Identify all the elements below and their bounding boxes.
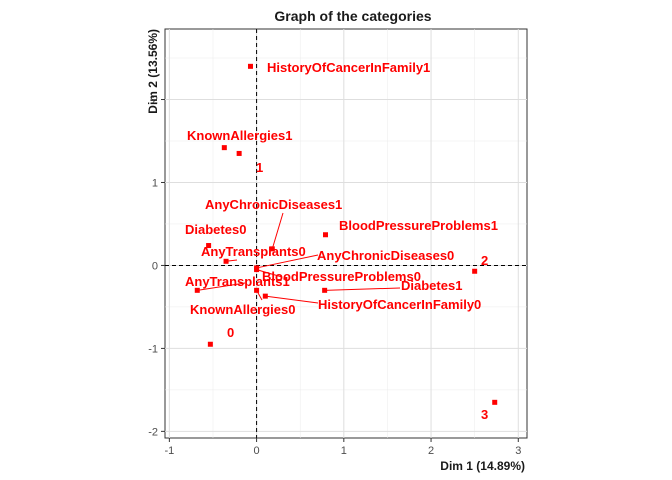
data-points — [194, 63, 498, 405]
data-point — [492, 399, 498, 405]
x-axis-ticks: -1 0 1 2 3 — [164, 438, 521, 457]
data-point — [206, 243, 212, 249]
data-point — [236, 150, 242, 156]
plot-panel — [164, 28, 528, 439]
point-label: 1 — [256, 160, 263, 175]
y-tick-label: 2 — [152, 95, 158, 107]
data-point — [269, 246, 275, 252]
data-point — [254, 287, 260, 293]
point-label: KnownAllergies1 — [187, 128, 292, 143]
leader-line — [265, 295, 319, 304]
x-tick-label: 1 — [341, 445, 347, 457]
grid-lines — [165, 29, 527, 438]
data-point — [194, 287, 200, 293]
label-leader-lines — [197, 212, 401, 304]
point-label: AnyChronicDiseases1 — [205, 197, 342, 212]
point-label: AnyTransplants1 — [185, 274, 290, 289]
point-label: HistoryOfCancerInFamily1 — [267, 60, 430, 75]
y-axis-label: Dim 2 (13.56%) — [146, 29, 160, 114]
data-point — [221, 145, 227, 151]
reference-lines — [165, 29, 527, 438]
leader-line — [197, 282, 246, 291]
data-point — [247, 63, 253, 69]
data-point — [322, 287, 328, 293]
point-label: BloodPressureProblems1 — [339, 218, 498, 233]
point-label: AnyTransplants0 — [201, 244, 306, 259]
point-label: Diabetes1 — [401, 278, 462, 293]
point-label: AnyChronicDiseases0 — [317, 248, 454, 263]
point-label: Diabetes0 — [185, 222, 246, 237]
x-tick-label: 2 — [428, 445, 434, 457]
point-labels: HistoryOfCancerInFamily1 KnownAllergies1 1… — [185, 60, 498, 422]
y-tick-label: 0 — [152, 260, 158, 272]
y-tick-label: 1 — [152, 177, 158, 189]
leader-line — [256, 254, 319, 269]
point-label: KnownAllergies0 — [190, 302, 295, 317]
data-point — [254, 267, 260, 273]
data-point — [207, 341, 213, 347]
data-point — [223, 258, 229, 264]
data-point — [262, 293, 268, 299]
leader-line — [256, 269, 283, 278]
point-label: 3 — [481, 407, 488, 422]
point-label: 0 — [227, 325, 234, 340]
x-tick-label: 3 — [515, 445, 521, 457]
y-tick-label: -2 — [148, 426, 158, 438]
leader-line — [324, 287, 401, 291]
x-tick-label: -1 — [164, 445, 174, 457]
plot-border — [164, 28, 528, 439]
data-point — [323, 232, 329, 238]
x-axis-label: Dim 1 (14.89%) — [440, 459, 525, 473]
y-tick-label: -1 — [148, 343, 158, 355]
point-label: 2 — [481, 253, 488, 268]
data-point — [472, 268, 478, 274]
point-label: BloodPressureProblems0 — [262, 269, 421, 284]
leader-line — [271, 212, 284, 249]
chart-title: Graph of the categories — [274, 8, 431, 24]
y-axis-ticks: -2 -1 0 1 2 — [148, 95, 165, 438]
x-tick-label: 0 — [254, 445, 260, 457]
point-label: HistoryOfCancerInFamily0 — [318, 297, 481, 312]
